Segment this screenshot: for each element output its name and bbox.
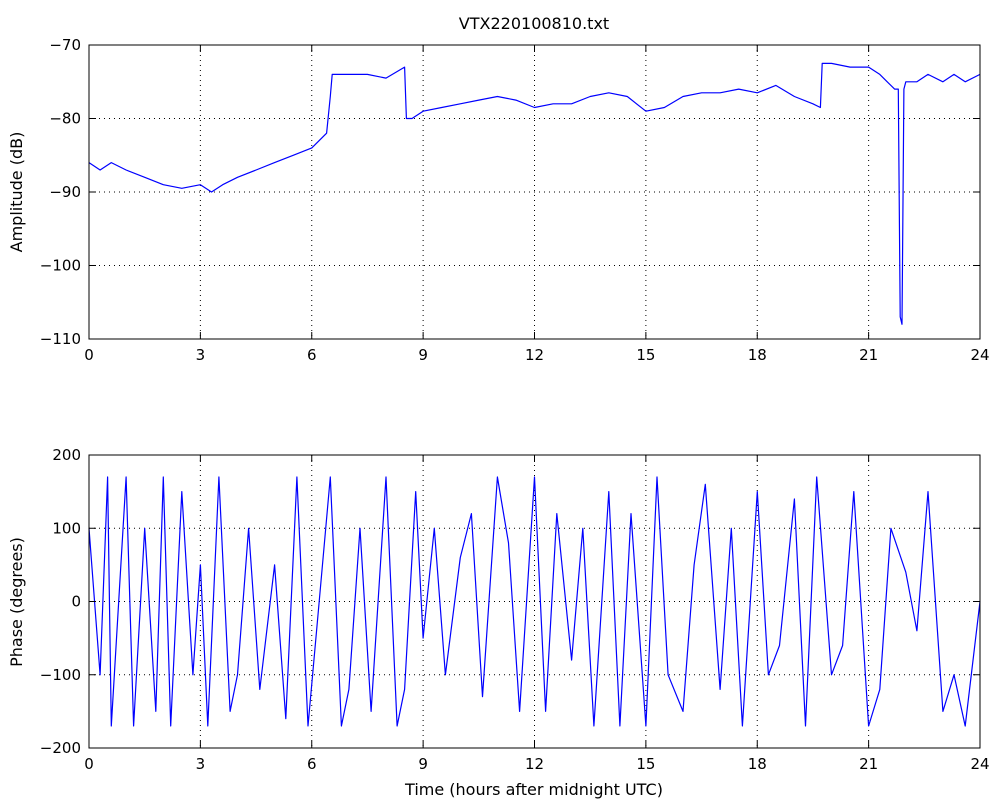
amplitude-y-tick-label: −90 — [49, 183, 81, 201]
phase-x-tick-label: 3 — [196, 755, 206, 773]
phase-x-tick-label: 18 — [748, 755, 767, 773]
amplitude-y-tick-label: −110 — [40, 330, 81, 348]
amplitude-y-tick-label: −70 — [49, 36, 81, 54]
amplitude-x-tick-label: 6 — [307, 346, 317, 364]
phase-x-tick-label: 6 — [307, 755, 317, 773]
phase-x-tick-label: 0 — [84, 755, 94, 773]
amplitude-x-tick-label: 24 — [970, 346, 989, 364]
phase-panel: 0 3 6 9 12 15 18 21 24 200 100 0 −100 −200 Phase (de… — [7, 446, 990, 799]
chart-title: VTX220100810.txt — [459, 14, 609, 33]
amplitude-x-tick-label: 9 — [418, 346, 428, 364]
amplitude-x-ticks: 0 3 6 9 12 15 18 21 24 — [84, 45, 990, 364]
phase-x-tick-label: 15 — [636, 755, 655, 773]
amplitude-grid — [89, 45, 980, 339]
amplitude-panel: VTX220100810.txt 0 3 6 9 12 15 18 21 24 −70 −80 −9… — [7, 14, 990, 364]
amplitude-x-tick-label: 3 — [196, 346, 206, 364]
phase-x-tick-label: 21 — [859, 755, 878, 773]
phase-x-tick-label: 24 — [970, 755, 989, 773]
amplitude-series-path — [88, 62, 981, 325]
amplitude-x-tick-label: 12 — [525, 346, 544, 364]
phase-y-tick-label: 200 — [52, 446, 81, 464]
phase-x-ticks: 0 3 6 9 12 15 18 21 24 — [84, 455, 990, 773]
phase-x-tick-label: 12 — [525, 755, 544, 773]
amplitude-x-tick-label: 0 — [84, 346, 94, 364]
phase-x-tick-label: 9 — [418, 755, 428, 773]
phase-y-tick-label: −100 — [40, 666, 81, 684]
phase-grid — [89, 455, 980, 748]
amplitude-x-tick-label: 21 — [859, 346, 878, 364]
amplitude-x-tick-label: 18 — [748, 346, 767, 364]
phase-y-axis-label: Phase (degrees) — [7, 537, 26, 667]
phase-series-path — [88, 476, 981, 727]
x-axis-label: Time (hours after midnight UTC) — [404, 780, 663, 799]
phase-y-tick-label: −200 — [40, 739, 81, 757]
phase-series-line — [88, 476, 981, 727]
amplitude-y-ticks: −70 −80 −90 −100 −110 — [40, 36, 980, 348]
amplitude-y-axis-label: Amplitude (dB) — [7, 132, 26, 253]
amplitude-series-line — [88, 62, 981, 325]
amplitude-y-tick-label: −100 — [40, 257, 81, 275]
phase-y-ticks: 200 100 0 −100 −200 — [40, 446, 980, 757]
amplitude-x-tick-label: 15 — [636, 346, 655, 364]
phase-y-tick-label: 0 — [71, 593, 81, 611]
amplitude-y-tick-label: −80 — [49, 110, 81, 128]
phase-y-tick-label: 100 — [52, 519, 81, 537]
